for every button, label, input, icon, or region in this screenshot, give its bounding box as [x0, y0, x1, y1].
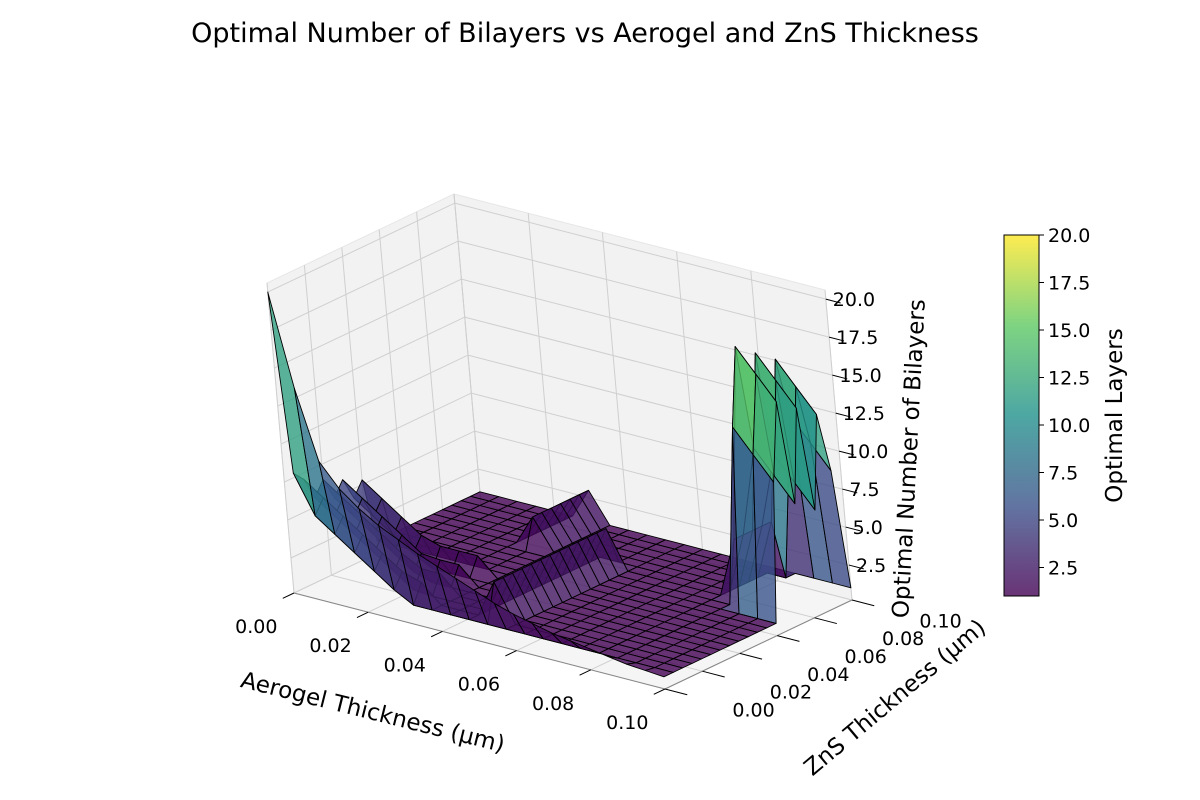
y-tick-mark: [702, 670, 725, 678]
x-tick-label: 0.02: [309, 635, 351, 657]
x-tick-mark: [653, 688, 666, 695]
colorbar-tick-label: 20.0: [1048, 225, 1090, 247]
y-tick-label: 0.02: [770, 682, 812, 704]
colorbar-tick-label: 5.0: [1048, 510, 1078, 532]
y-tick-label: 0.04: [807, 664, 849, 686]
surface: [267, 291, 852, 678]
x-tick-label: 0.08: [532, 693, 574, 715]
z-tick-mark: [842, 488, 858, 494]
y-tick-mark: [814, 617, 837, 625]
z-axis-label: Optimal Number of Bilayers: [888, 298, 931, 618]
grid-line-z: [270, 240, 830, 338]
grid-line-z: [284, 392, 843, 490]
z-tick-mark: [835, 412, 851, 418]
y-tick-mark: [664, 688, 688, 696]
surface-cell: [644, 667, 674, 678]
colorbar-tick-label: 7.5: [1048, 463, 1078, 485]
x-tick-mark: [430, 630, 443, 638]
y-tick-label: 0.06: [845, 646, 887, 668]
z-tick-mark: [825, 298, 841, 304]
colorbar-label: Optimal Layers: [1102, 328, 1128, 502]
x-tick-label: 0.06: [458, 674, 500, 696]
colorbar-gradient: [1003, 234, 1040, 597]
x-tick-mark: [579, 669, 592, 676]
z-tick-label: 20.0: [833, 289, 875, 311]
colorbar: 2.5 5.0 7.5 10.0 12.5 15.0 17.5 20.0 Optimal Lay…: [1003, 225, 1128, 597]
z-tick-mark: [828, 336, 845, 342]
x-tick-label: 0.10: [606, 712, 648, 734]
x-axis-line: [293, 592, 666, 690]
z-tick-label: 10.0: [846, 441, 888, 463]
colorbar-tick-label: 15.0: [1048, 320, 1090, 342]
x-tick-label: 0.04: [384, 654, 426, 676]
grid-line-z: [267, 202, 826, 300]
z-tick-label: 7.5: [849, 479, 879, 501]
z-tick-mark: [845, 526, 861, 532]
x-tick-label: 0.00: [235, 616, 277, 638]
z-tick-label: 17.5: [836, 327, 878, 349]
chart-title: Optimal Number of Bilayers vs Aerogel an…: [191, 18, 979, 49]
grid-line-z: [277, 316, 836, 414]
z-tick-label: 5.0: [853, 517, 883, 539]
colorbar-tick-label: 17.5: [1048, 273, 1090, 295]
z-tick-label: 12.5: [843, 403, 885, 425]
x-tick-mark: [505, 650, 517, 657]
y-tick-label: 0.00: [732, 699, 774, 721]
z-tick-label: 15.0: [839, 365, 881, 387]
y-tick-label: 0.08: [882, 628, 924, 650]
colorbar-tick-label: 12.5: [1048, 368, 1090, 390]
colorbar-tick-label: 2.5: [1048, 558, 1078, 580]
y-tick-mark: [777, 635, 800, 642]
y-tick-mark: [739, 652, 763, 660]
z-tick-mark: [832, 374, 848, 380]
grid-line-z: [280, 354, 840, 452]
y-tick-mark: [851, 599, 875, 607]
z-tick-mark: [838, 450, 854, 456]
y-axis-line: [664, 599, 853, 690]
grid-line-z: [274, 278, 833, 376]
z-tick-mark: [848, 564, 864, 570]
x-tick-mark: [356, 611, 369, 618]
x-tick-mark: [282, 592, 295, 599]
z-tick-label: 2.5: [856, 555, 886, 577]
y-tick-label: 0.10: [919, 610, 961, 632]
colorbar-tick-label: 10.0: [1048, 415, 1090, 437]
